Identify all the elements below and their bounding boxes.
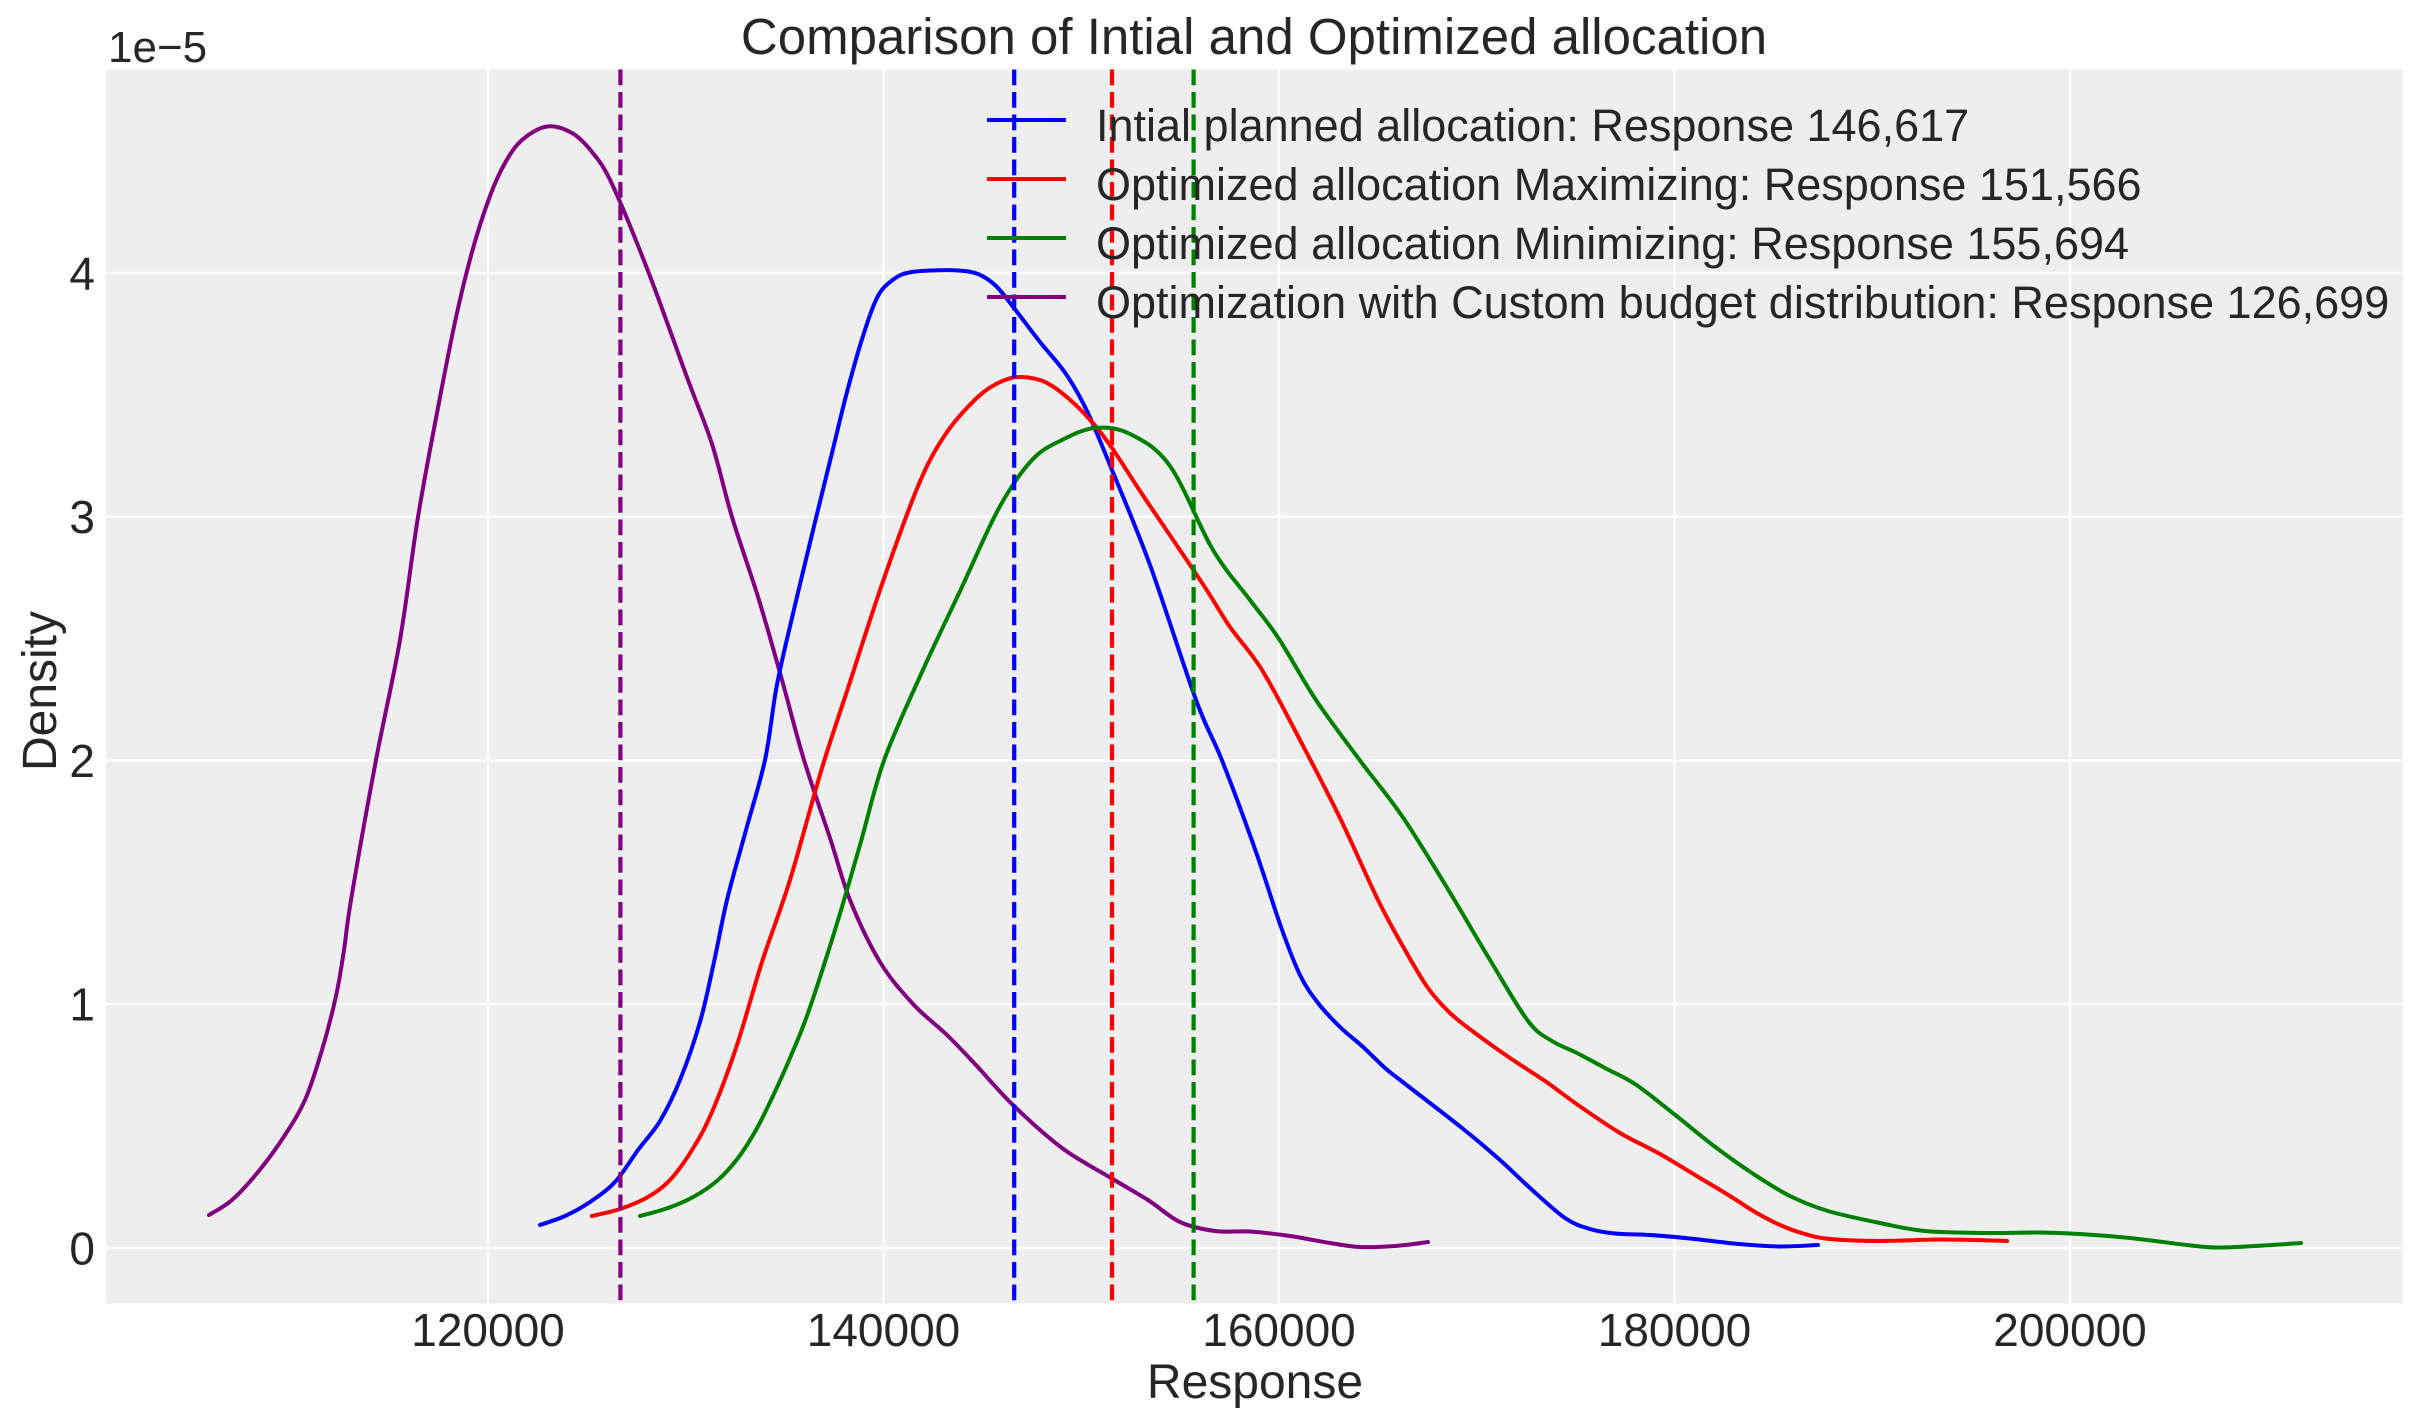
svg-text:1e−5: 1e−5 <box>108 23 207 72</box>
svg-text:0: 0 <box>69 1223 95 1275</box>
svg-text:160000: 160000 <box>1202 1304 1356 1356</box>
svg-text:Optimized allocation Maximizin: Optimized allocation Maximizing: Respons… <box>1096 159 2142 210</box>
svg-text:Response: Response <box>1147 1356 1363 1409</box>
svg-text:1: 1 <box>69 979 95 1031</box>
svg-text:Comparison of Intial and Optim: Comparison of Intial and Optimized alloc… <box>741 8 1767 65</box>
svg-text:Optimization with Custom budge: Optimization with Custom budget distribu… <box>1096 277 2389 328</box>
svg-text:3: 3 <box>69 491 95 543</box>
svg-text:180000: 180000 <box>1598 1304 1752 1356</box>
svg-text:2: 2 <box>69 735 95 787</box>
svg-text:4: 4 <box>69 247 95 299</box>
svg-text:120000: 120000 <box>411 1304 565 1356</box>
svg-text:140000: 140000 <box>807 1304 961 1356</box>
svg-text:200000: 200000 <box>1993 1304 2147 1356</box>
svg-text:Optimized allocation Minimizin: Optimized allocation Minimizing: Respons… <box>1096 218 2129 269</box>
svg-text:Density: Density <box>14 611 67 771</box>
svg-text:Intial planned allocation: Res: Intial planned allocation: Response 146,… <box>1096 100 1969 151</box>
